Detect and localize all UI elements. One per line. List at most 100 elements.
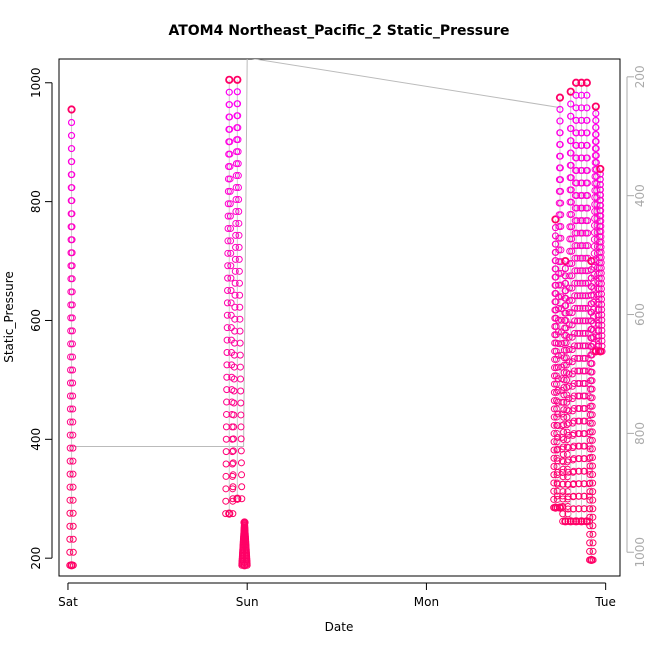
data-point (222, 472, 230, 480)
data-point (68, 210, 76, 218)
data-point (576, 342, 584, 350)
data-point (67, 353, 75, 361)
data-point (229, 459, 237, 467)
data-point (576, 292, 584, 300)
right-tick-label: 1000 (633, 537, 647, 568)
data-point (223, 324, 231, 332)
data-point (237, 447, 245, 455)
data-point (574, 317, 582, 325)
x-tick-label: Mon (414, 595, 439, 609)
data-point (567, 112, 575, 120)
data-point (597, 207, 605, 215)
data-point (579, 329, 587, 337)
data-point (235, 219, 243, 227)
data-point (555, 293, 563, 301)
data-point (596, 170, 604, 178)
data-point (565, 296, 573, 304)
data-point (69, 379, 77, 387)
data-point (596, 175, 604, 183)
data-point (554, 351, 562, 359)
data-point (565, 333, 573, 341)
data-point (66, 535, 74, 543)
data-point (222, 510, 230, 518)
data-point (595, 321, 603, 329)
data-point (588, 385, 596, 393)
data-point (598, 311, 606, 319)
data-point (596, 181, 604, 189)
data-point (579, 254, 587, 262)
data-point (581, 304, 589, 312)
data-point (589, 488, 597, 496)
data-point (570, 354, 578, 362)
data-point (68, 132, 76, 140)
data-point (224, 274, 232, 282)
data-point (231, 267, 239, 275)
data-point (557, 234, 565, 242)
data-point (238, 495, 246, 503)
grey-track-line (71, 59, 561, 447)
data-point (573, 204, 581, 212)
data-point (567, 137, 575, 145)
data-point (225, 101, 233, 109)
data-points-layer (66, 75, 606, 570)
data-point (68, 327, 76, 335)
data-point (229, 495, 237, 503)
data-point (579, 304, 587, 312)
data-point (568, 333, 576, 341)
data-point (589, 539, 597, 547)
data-point (582, 242, 590, 250)
data-point (225, 509, 234, 518)
data-point (571, 279, 579, 287)
data-point (572, 91, 580, 99)
data-point (563, 436, 571, 444)
data-point (575, 492, 583, 500)
data-point (570, 442, 578, 450)
data-point (586, 462, 594, 470)
data-point (560, 398, 568, 406)
data-point (66, 444, 74, 452)
data-point (570, 379, 578, 387)
data-point (232, 184, 240, 192)
data-point (559, 480, 567, 488)
x-tick-label: Tue (594, 595, 616, 609)
data-point (224, 212, 232, 220)
data-point (583, 91, 591, 99)
data-point (230, 423, 238, 431)
data-point (586, 513, 594, 521)
data-point (228, 448, 236, 456)
data-point (68, 184, 76, 192)
data-point (573, 304, 581, 312)
data-point (565, 309, 573, 317)
data-point (560, 383, 568, 391)
data-point (583, 154, 591, 162)
data-point (566, 247, 574, 255)
data-point (576, 354, 584, 362)
data-point (222, 423, 230, 431)
data-point (556, 129, 564, 137)
data-point (69, 509, 77, 517)
data-point (551, 364, 559, 372)
x-tick-label: Sat (58, 595, 78, 609)
data-point (559, 450, 567, 458)
data-point (233, 88, 241, 96)
data-point (238, 471, 246, 479)
data-point (234, 124, 242, 132)
data-point (592, 124, 600, 132)
data-point (552, 257, 560, 265)
data-point (573, 154, 581, 162)
data-point (583, 104, 591, 112)
data-point (568, 345, 576, 353)
y-tick-label: 200 (29, 547, 43, 570)
data-point (557, 293, 565, 301)
data-point (227, 287, 235, 295)
data-point (560, 391, 568, 399)
data-point (564, 505, 572, 513)
data-point (597, 285, 605, 293)
data-point (589, 496, 597, 504)
data-point (69, 353, 77, 361)
data-point (582, 279, 590, 287)
data-point (578, 104, 586, 112)
data-point (571, 229, 579, 237)
data-point (567, 149, 575, 157)
data-point (66, 457, 74, 465)
